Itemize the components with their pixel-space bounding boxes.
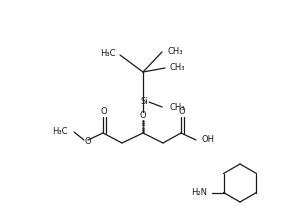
Text: H₃C: H₃C <box>101 49 116 58</box>
Text: Si: Si <box>140 97 148 106</box>
Text: O: O <box>140 112 146 120</box>
Text: CH₃: CH₃ <box>170 63 186 72</box>
Text: H₂N: H₂N <box>192 188 208 197</box>
Text: O: O <box>101 108 107 117</box>
Text: H₃C: H₃C <box>52 127 68 137</box>
Text: CH₃: CH₃ <box>167 46 182 55</box>
Text: O: O <box>179 108 185 117</box>
Text: O: O <box>85 137 91 146</box>
Text: OH: OH <box>201 135 214 144</box>
Text: CH₃: CH₃ <box>170 103 186 112</box>
